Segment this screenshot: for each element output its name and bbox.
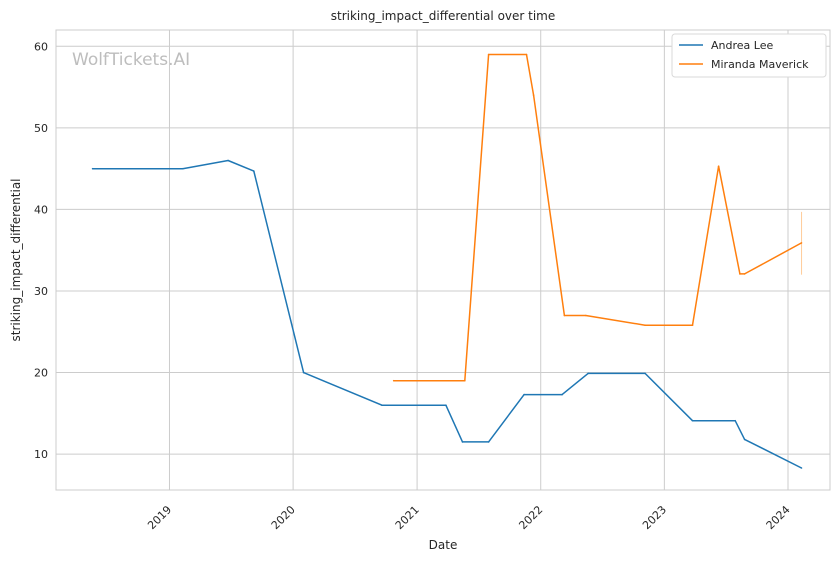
data-point-miranda-maverick [743,273,746,275]
data-point-andrea-lee [461,441,464,443]
data-point-andrea-lee [743,438,746,441]
x-tick-label-2022: 2022 [516,503,545,532]
data-point-miranda-maverick [487,53,490,56]
data-point-miranda-maverick [525,53,528,56]
data-point-miranda-maverick [691,324,694,327]
data-point-andrea-lee [227,159,229,162]
grid-lines [56,30,830,490]
legend-label-miranda-maverick: Miranda Maverick [711,58,809,71]
y-axis-label: striking_impact_differential [9,178,23,341]
x-tick-label-2023: 2023 [640,503,669,532]
data-point-andrea-lee [91,167,94,170]
data-point-andrea-lee [487,441,490,443]
data-point-andrea-lee [734,419,736,422]
data-point-miranda-maverick [464,379,466,382]
chart-title: striking_impact_differential over time [331,9,556,23]
plot-area [55,29,831,491]
x-tick-label-2021: 2021 [393,503,422,532]
series-layer [91,53,803,469]
data-point-miranda-maverick [717,165,720,167]
data-point-miranda-maverick [563,314,566,317]
data-point-andrea-lee [587,372,589,375]
data-point-miranda-maverick [532,94,535,96]
data-point-andrea-lee [445,404,447,407]
legend-label-andrea-lee: Andrea Lee [711,39,773,52]
data-point-andrea-lee [561,393,563,396]
x-tick-label-2024: 2024 [764,503,793,532]
data-point-andrea-lee [302,371,305,374]
y-tick-label-60: 60 [34,40,48,53]
data-point-andrea-lee [644,372,646,375]
y-tick-label-20: 20 [34,367,48,380]
x-tick-label-2019: 2019 [145,503,174,532]
data-point-andrea-lee [800,467,803,469]
x-tick-label-2020: 2020 [269,503,298,532]
legend-box [671,33,827,78]
data-point-andrea-lee [691,419,694,422]
data-point-miranda-maverick [739,273,741,275]
data-point-miranda-maverick [392,379,395,382]
y-tick-label-50: 50 [34,122,48,135]
data-point-andrea-lee [253,170,255,172]
data-point-andrea-lee [181,167,184,170]
legend: Andrea Lee Miranda Maverick [671,33,827,78]
data-point-miranda-maverick [585,314,587,317]
y-tick-label-30: 30 [34,285,48,298]
data-point-andrea-lee [381,404,383,407]
y-tick-label-40: 40 [34,203,48,216]
data-point-miranda-maverick [644,324,646,327]
watermark: WolfTickets.AI [72,50,190,70]
data-point-andrea-lee [523,393,525,396]
x-axis-label: Date [429,538,458,552]
data-point-miranda-maverick [800,242,803,244]
y-tick-label-10: 10 [34,448,48,461]
